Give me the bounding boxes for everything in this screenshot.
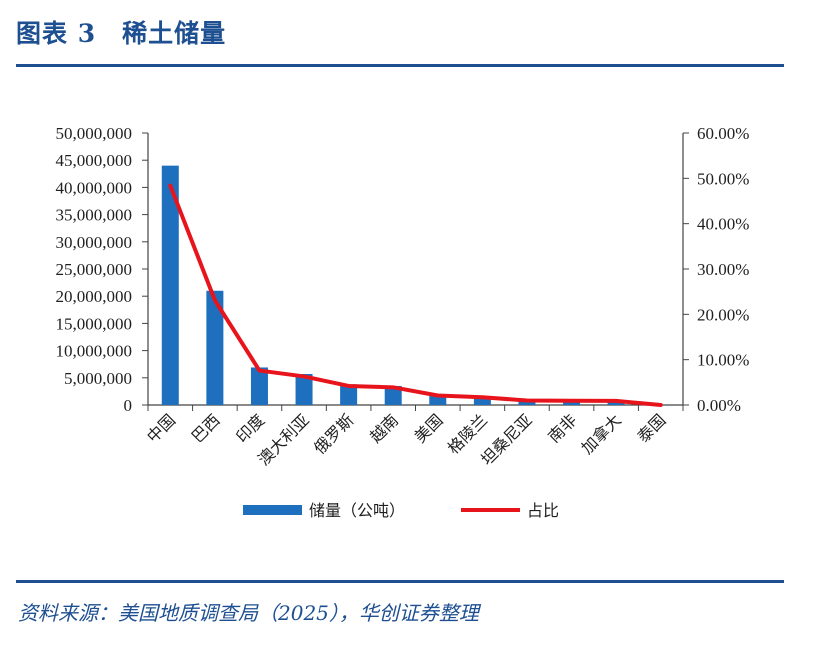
bar-6 — [384, 385, 402, 405]
share-line — [168, 183, 663, 407]
left-tick-label: 30,000,000 — [56, 233, 133, 252]
source-rule — [16, 580, 784, 583]
category-label: 越南 — [366, 410, 402, 446]
category-label: 印度 — [232, 410, 268, 446]
bar-7 — [429, 394, 447, 405]
bar-9 — [518, 400, 536, 405]
left-tick-label: 45,000,000 — [56, 151, 133, 170]
left-tick-label: 5,000,000 — [64, 369, 132, 388]
right-tick-label: 40.00% — [697, 215, 749, 234]
right-tick-label: 20.00% — [697, 305, 749, 324]
bar-5 — [340, 384, 358, 405]
category-label: 巴西 — [188, 410, 224, 446]
bar-4 — [295, 373, 313, 405]
right-tick-label: 50.00% — [697, 169, 749, 188]
legend-bar-label: 储量（公吨） — [309, 501, 405, 520]
left-tick-label: 0 — [124, 396, 133, 415]
figure-title: 图表 3 稀土储量 — [16, 19, 227, 48]
category-label: 美国 — [411, 410, 447, 446]
category-label: 南非 — [544, 410, 580, 446]
right-tick-label: 0.00% — [697, 396, 741, 415]
right-tick-label: 30.00% — [697, 260, 749, 279]
left-tick-label: 25,000,000 — [56, 260, 133, 279]
category-label: 中国 — [143, 410, 179, 446]
category-label: 加拿大 — [578, 410, 625, 457]
title-rule — [16, 64, 784, 67]
left-tick-label: 50,000,000 — [56, 124, 133, 143]
bar-2 — [206, 290, 224, 405]
left-tick-label: 10,000,000 — [56, 342, 133, 361]
legend-line-label: 占比 — [527, 501, 559, 520]
category-label: 俄罗斯 — [310, 410, 357, 457]
left-tick-label: 15,000,000 — [56, 314, 133, 333]
bar-1 — [161, 165, 179, 405]
source-note: 资料来源：美国地质调查局（2025），华创证券整理 — [18, 601, 479, 625]
category-label: 泰国 — [633, 410, 669, 446]
right-tick-label: 60.00% — [697, 124, 749, 143]
left-tick-label: 40,000,000 — [56, 178, 133, 197]
left-tick-label: 20,000,000 — [56, 287, 133, 306]
reserves-chart: 0 5,000,000 10,000,000 15,000,000 20,000,000… — [56, 124, 750, 520]
right-tick-label: 10.00% — [697, 351, 749, 370]
bar-8 — [473, 396, 491, 405]
legend-bar-swatch — [243, 505, 302, 515]
left-tick-label: 35,000,000 — [56, 206, 133, 225]
bar-3 — [250, 367, 268, 405]
